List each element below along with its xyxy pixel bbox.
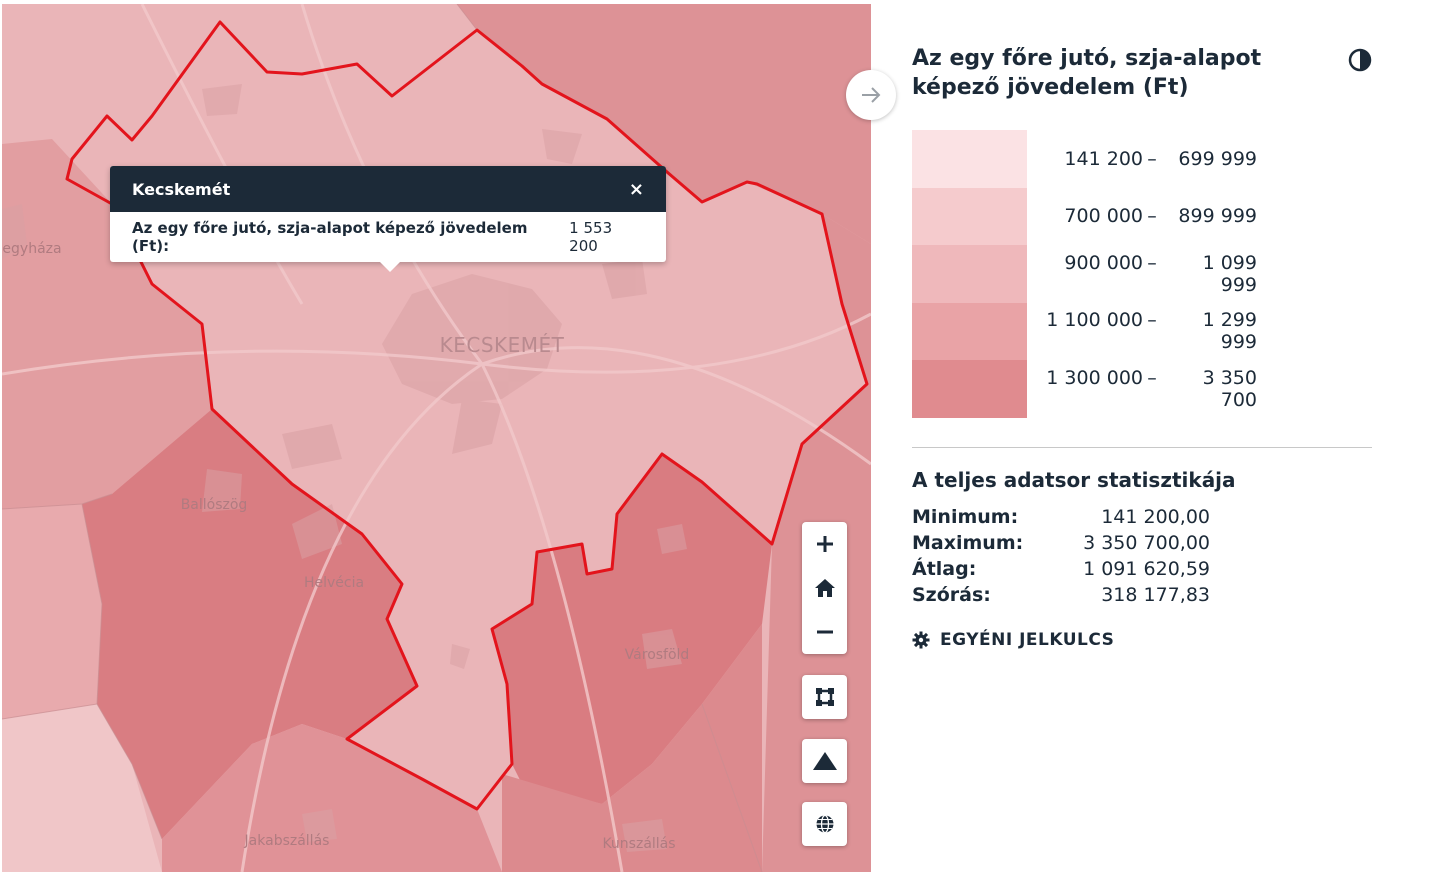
- stat-label: Szórás:: [912, 583, 991, 606]
- custom-key-button[interactable]: EGYÉNI JELKULCS: [912, 630, 1374, 650]
- arrow-right-icon: [862, 87, 881, 103]
- legend-dash: –: [1147, 147, 1157, 170]
- legend-dash: –: [1147, 366, 1157, 389]
- popup-field-label: Az egy főre jutó, szja-alapot képező jöv…: [132, 219, 528, 255]
- legend-row[interactable]: 1 300 000– 3 350 700: [912, 360, 1374, 418]
- choropleth-map[interactable]: KECSKEMÉT egyháza Ballószög Helvécia Vár…: [2, 4, 871, 872]
- legend-swatch: [912, 302, 1027, 360]
- legend-swatch: [912, 130, 1027, 188]
- legend-dash: –: [1147, 205, 1157, 228]
- legend: 141 200–699 999 700 000–899 999 900 000–…: [912, 130, 1374, 418]
- place-label-helvecia: Helvécia: [303, 575, 365, 591]
- legend-to: 899 999: [1178, 205, 1257, 228]
- stat-label: Maximum:: [912, 531, 1024, 554]
- place-label-varosfold: Városföld: [624, 647, 690, 663]
- zoom-out-button[interactable]: [802, 610, 847, 654]
- place-label-jakabszallas: Jakabszállás: [244, 833, 330, 849]
- legend-row[interactable]: 141 200–699 999: [912, 130, 1374, 188]
- legend-dash: –: [1147, 251, 1157, 274]
- feature-popup: Kecskemét × Az egy főre jutó, szja-alapo…: [110, 166, 666, 272]
- legend-to: 1 299 999: [1202, 309, 1257, 354]
- region-west-lower: [2, 504, 102, 719]
- stat-label: Átlag:: [912, 557, 977, 580]
- region-borders: [2, 4, 763, 872]
- terrain-button[interactable]: [802, 739, 847, 783]
- kecskemet-boundary[interactable]: [65, 20, 869, 811]
- stat-value: 318 177,83: [1101, 583, 1210, 606]
- legend-from: 700 000: [1064, 205, 1143, 228]
- plus-icon: [816, 536, 833, 552]
- custom-key-label: EGYÉNI JELKULCS: [940, 629, 1115, 650]
- urban-areas: [2, 84, 687, 852]
- stat-row-maximum: Maximum: 3 350 700,00: [912, 530, 1374, 556]
- minus-icon: [816, 630, 833, 634]
- legend-panel: Az egy főre jutó, szja-alapot képező jöv…: [912, 44, 1374, 650]
- legend-from: 900 000: [1064, 251, 1143, 274]
- roads: [2, 4, 871, 872]
- region-varosfold: [492, 454, 772, 804]
- map-regions: [2, 4, 871, 872]
- globe-button[interactable]: [802, 802, 847, 846]
- legend-swatch: [912, 187, 1027, 245]
- stat-label: Minimum:: [912, 505, 1019, 528]
- stat-value: 3 350 700,00: [1083, 531, 1210, 554]
- gear-icon: [912, 631, 930, 648]
- stats-title: A teljes adatsor statisztikája: [912, 467, 1236, 492]
- panel-title: Az egy főre jutó, szja-alapot képező jöv…: [912, 46, 1262, 100]
- legend-row[interactable]: 900 000– 1 099 999: [912, 245, 1374, 303]
- home-button[interactable]: [802, 566, 847, 610]
- toggle-panel-button[interactable]: [846, 70, 896, 120]
- stat-row-minimum: Minimum: 141 200,00: [912, 504, 1374, 530]
- stat-row-deviation: Szórás: 318 177,83: [912, 582, 1374, 608]
- place-label-ballosog: Ballószög: [180, 497, 248, 513]
- globe-control: [802, 802, 847, 846]
- fit-bounds-button[interactable]: [802, 675, 847, 719]
- region-west: [2, 139, 212, 509]
- region-southwest-corner: [2, 704, 162, 872]
- stat-value: 141 200,00: [1101, 505, 1210, 528]
- zoom-control-group: [802, 522, 847, 654]
- bounding-box-icon: [815, 688, 834, 706]
- popup-body: Az egy főre jutó, szja-alapot képező jöv…: [110, 212, 666, 262]
- popup-field-value: 1 553 200: [569, 219, 613, 255]
- popup-title: Kecskemét: [132, 179, 231, 199]
- region-northeast: [457, 4, 871, 244]
- legend-to: 3 350 700: [1202, 366, 1257, 411]
- legend-dash: –: [1147, 309, 1157, 332]
- stat-value: 1 091 620,59: [1083, 557, 1210, 580]
- legend-swatch: [912, 360, 1027, 418]
- divider: [912, 446, 1372, 448]
- stat-row-average: Átlag: 1 091 620,59: [912, 556, 1374, 582]
- place-label-kecskemet: KECSKEMÉT: [439, 333, 565, 357]
- place-label-egyhaza: egyháza: [2, 241, 62, 257]
- popup-close-button[interactable]: ×: [628, 178, 644, 200]
- legend-row[interactable]: 700 000–899 999: [912, 187, 1374, 245]
- home-icon: [814, 579, 835, 597]
- legend-from: 141 200: [1064, 147, 1143, 170]
- popup-tip: [380, 262, 400, 272]
- zoom-in-button[interactable]: [802, 522, 847, 566]
- mountain-icon: [812, 752, 837, 770]
- legend-from: 1 100 000: [1046, 309, 1143, 332]
- fit-bounds-control: [802, 675, 847, 719]
- legend-swatch: [912, 245, 1027, 303]
- legend-row[interactable]: 1 100 000– 1 299 999: [912, 302, 1374, 360]
- legend-to: 699 999: [1178, 147, 1257, 170]
- place-label-kunszallas: Kunszállás: [602, 836, 676, 852]
- legend-from: 1 300 000: [1046, 366, 1143, 389]
- legend-to: 1 099 999: [1202, 251, 1257, 296]
- popup-header: Kecskemét ×: [110, 166, 666, 212]
- contrast-icon: [1348, 48, 1372, 72]
- region-kunszallas: [502, 624, 762, 872]
- terrain-control: [802, 739, 847, 783]
- contrast-toggle-button[interactable]: [1348, 48, 1372, 76]
- globe-icon: [816, 814, 833, 834]
